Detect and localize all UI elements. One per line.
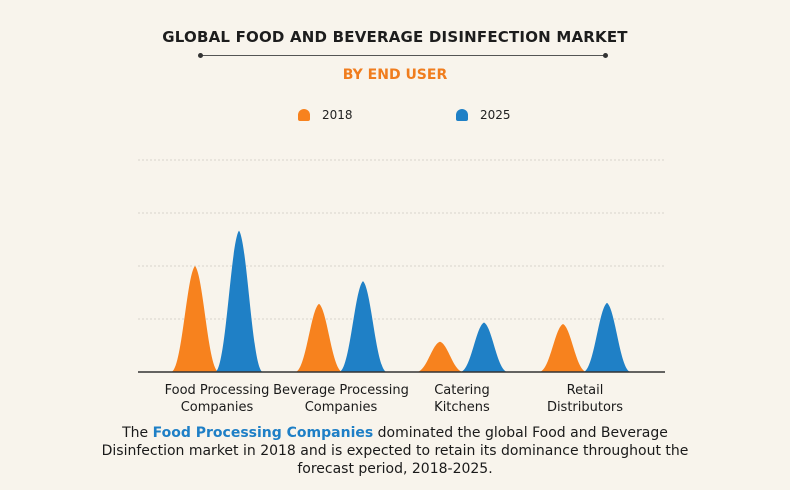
category-label-0-line-0: Food Processing (165, 383, 270, 398)
chart-title: GLOBAL FOOD AND BEVERAGE DISINFECTION MA… (162, 28, 628, 46)
category-label-3-line-1: Distributors (547, 400, 623, 415)
caption-highlight: Food Processing Companies (152, 425, 374, 441)
peak-2018-3 (539, 324, 587, 372)
category-label-3-line-0: Retail (567, 383, 604, 398)
chart-plot: Food Processing Companies Beverage Process… (138, 159, 665, 415)
category-label-0-line-1: Companies (181, 400, 254, 415)
chart-caption: The Food Processing Companies dominated … (95, 424, 695, 478)
caption-suffix: dominated the global Food and Beverage D… (101, 425, 689, 477)
divider-dot-right (603, 53, 608, 58)
caption-prefix: The (122, 425, 153, 441)
legend-item-2018: 2018 (298, 108, 353, 122)
peak-2018-2 (416, 341, 464, 372)
legend-item-2025: 2025 (456, 108, 511, 122)
legend-swatch-2025 (456, 109, 468, 121)
category-label-1-line-0: Beverage Processing (273, 383, 409, 398)
legend-label-2025: 2025 (480, 108, 511, 122)
peak-2018-0 (171, 266, 219, 372)
peak-2025-0 (215, 230, 263, 372)
peak-2025-1 (339, 281, 387, 372)
category-label-1-line-1: Companies (305, 400, 378, 415)
divider-dot-left (198, 53, 203, 58)
category-label-2-line-0: Catering (434, 383, 490, 398)
chart-subtitle: BY END USER (342, 67, 448, 83)
peak-2025-2 (460, 322, 508, 372)
legend-swatch-2018 (298, 109, 310, 121)
category-label-2-line-1: Kitchens (434, 400, 490, 415)
peak-2018-1 (295, 303, 343, 372)
legend-label-2018: 2018 (322, 108, 353, 122)
legend: 2018 2025 (0, 108, 790, 126)
peak-2025-3 (583, 302, 631, 372)
title-divider (198, 53, 608, 58)
